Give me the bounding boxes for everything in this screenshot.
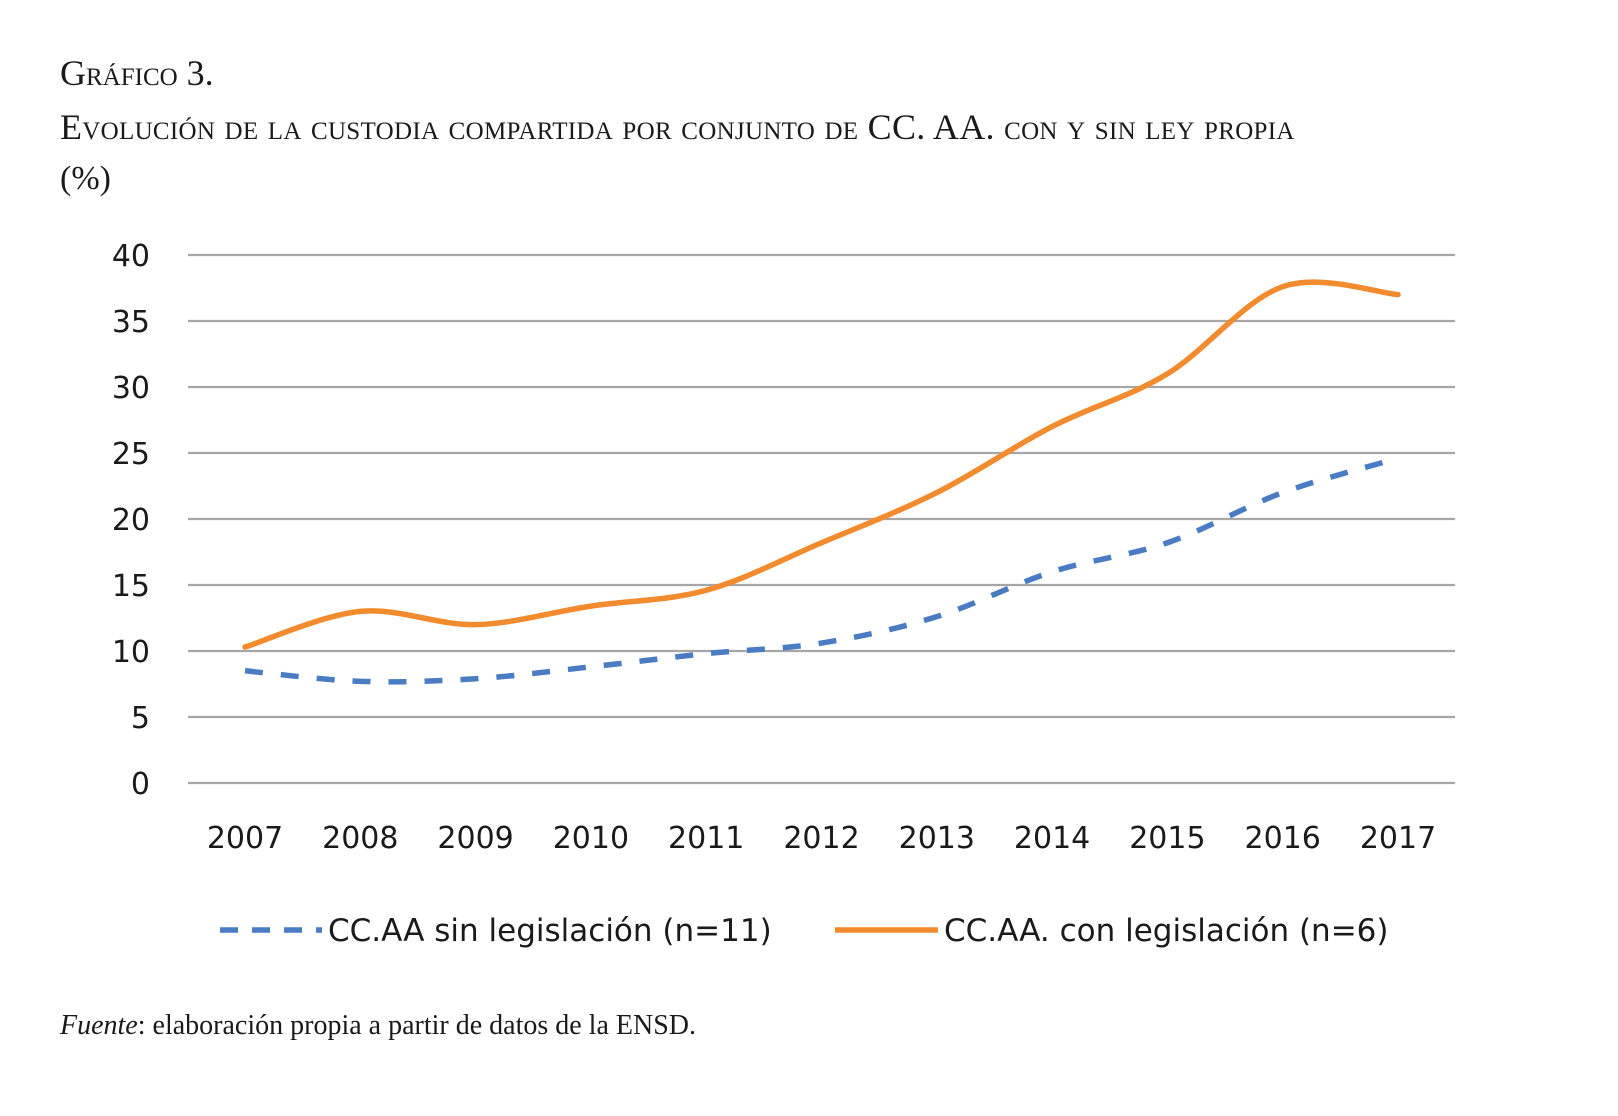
- x-tick-label: 2008: [322, 821, 398, 856]
- source-text: : elaboración propia a partir de datos d…: [137, 1010, 696, 1041]
- y-tick-label: 0: [131, 767, 150, 802]
- series-lines: [242, 279, 1401, 685]
- y-tick-label: 15: [112, 569, 150, 604]
- x-tick-label: 2013: [899, 821, 975, 856]
- y-tick-label: 20: [112, 503, 150, 538]
- y-tick-label: 25: [112, 437, 150, 472]
- series-line-sin-legislacion: [244, 455, 1399, 685]
- source-note: Fuente: elaboración propia a partir de d…: [60, 1010, 696, 1042]
- figure-unit: (%): [60, 160, 111, 197]
- y-tick-label: 40: [112, 239, 150, 274]
- figure-title: Evolución de la custodia compartida por …: [60, 107, 1295, 147]
- legend: CC.AA sin legislación (n=11) CC.AA. con l…: [220, 913, 1389, 949]
- y-axis-ticks: 0 5 10 15 20 25 30 35 40: [112, 239, 150, 802]
- x-tick-label: 2012: [783, 821, 859, 856]
- series-line-con-legislacion: [242, 279, 1401, 650]
- x-tick-label: 2017: [1360, 821, 1436, 856]
- y-tick-label: 10: [112, 635, 150, 670]
- x-tick-label: 2015: [1129, 821, 1205, 856]
- x-tick-label: 2011: [668, 821, 744, 856]
- legend-label: CC.AA sin legislación (n=11): [328, 913, 772, 949]
- x-tick-label: 2007: [207, 821, 283, 856]
- x-tick-label: 2014: [1014, 821, 1090, 856]
- x-axis-ticks: 2007 2008 2009 2010 2011 2012 2013 2014 2015 2016…: [207, 821, 1436, 856]
- gridlines: [188, 253, 1455, 785]
- x-tick-label: 2010: [553, 821, 629, 856]
- y-tick-label: 30: [112, 371, 150, 406]
- x-tick-label: 2016: [1245, 821, 1321, 856]
- source-label: Fuente: [60, 1010, 138, 1041]
- x-tick-label: 2009: [437, 821, 513, 856]
- y-tick-label: 5: [131, 701, 150, 736]
- legend-label: CC.AA. con legislación (n=6): [944, 913, 1389, 949]
- figure-label: Gráfico 3.: [60, 53, 214, 93]
- y-tick-label: 35: [112, 305, 150, 340]
